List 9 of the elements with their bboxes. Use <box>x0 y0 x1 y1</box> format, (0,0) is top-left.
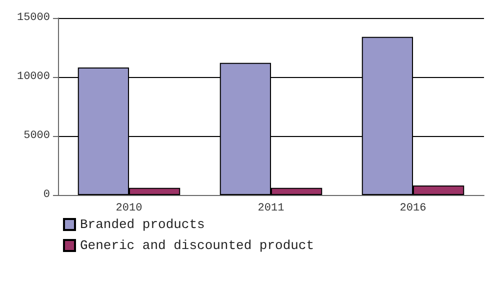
y-tick-label: 10000 <box>16 71 50 83</box>
y-tick-label: 0 <box>43 189 50 201</box>
x-tick-label: 2011 <box>258 202 285 214</box>
y-tick-label: 5000 <box>24 130 50 142</box>
x-tick-label: 2010 <box>116 202 142 214</box>
x-tick-label: 2016 <box>400 202 426 214</box>
y-tick-label: 15000 <box>16 12 50 24</box>
legend-label: Generic and discounted product <box>80 238 314 253</box>
legend-label: Branded products <box>80 217 205 232</box>
